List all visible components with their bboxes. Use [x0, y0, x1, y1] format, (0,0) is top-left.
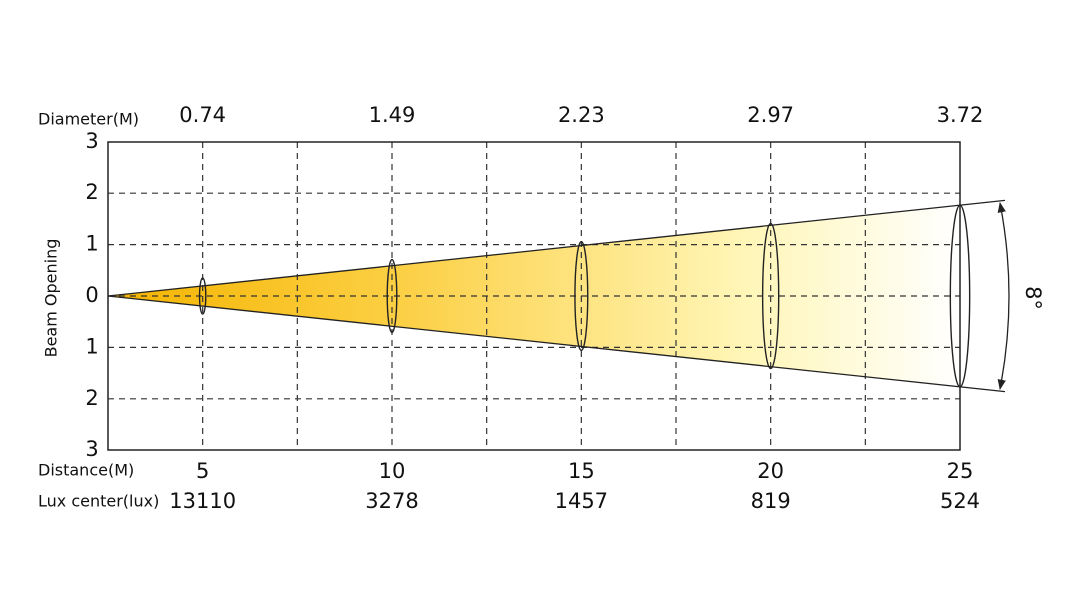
y-tick-label: 2 — [85, 180, 98, 204]
distance-label: Distance(M) — [38, 461, 134, 480]
beam-edge — [107, 199, 1006, 297]
diameter-value: 0.74 — [179, 103, 226, 127]
lux-value: 524 — [940, 489, 980, 513]
diameter-value: 1.49 — [369, 103, 416, 127]
beam-section — [574, 240, 589, 352]
lux-value: 3278 — [365, 489, 418, 513]
distance-value: 25 — [947, 459, 974, 483]
beam-cone — [108, 205, 960, 387]
lux-label: Lux center(lux) — [38, 492, 159, 511]
y-tick-label: 3 — [85, 437, 98, 461]
y-tick-label: 2 — [85, 386, 98, 410]
distance-value: 10 — [379, 459, 406, 483]
diameter-value: 2.23 — [558, 103, 605, 127]
distance-value: 5 — [196, 459, 209, 483]
beam-section — [949, 204, 971, 388]
angle-arc — [997, 201, 1010, 391]
y-tick-label: 3 — [85, 129, 98, 153]
beam-section — [198, 277, 207, 315]
diameter-value: 3.72 — [937, 103, 984, 127]
diameter-label: Diameter(M) — [38, 110, 139, 129]
y-tick-label: 0 — [85, 283, 98, 307]
diameter-value: 2.97 — [747, 103, 794, 127]
beam-edge — [107, 295, 1006, 393]
beam-section — [386, 258, 398, 334]
lux-value: 819 — [751, 489, 791, 513]
y-tick-label: 1 — [85, 232, 98, 256]
lux-value: 13110 — [169, 489, 236, 513]
lux-value: 1457 — [555, 489, 608, 513]
distance-value: 15 — [568, 459, 595, 483]
distance-value: 20 — [757, 459, 784, 483]
beam-angle: 8° — [1021, 286, 1045, 310]
y-axis-label: Beam Opening — [42, 239, 61, 358]
y-tick-label: 1 — [85, 334, 98, 358]
beam-section — [761, 222, 780, 370]
